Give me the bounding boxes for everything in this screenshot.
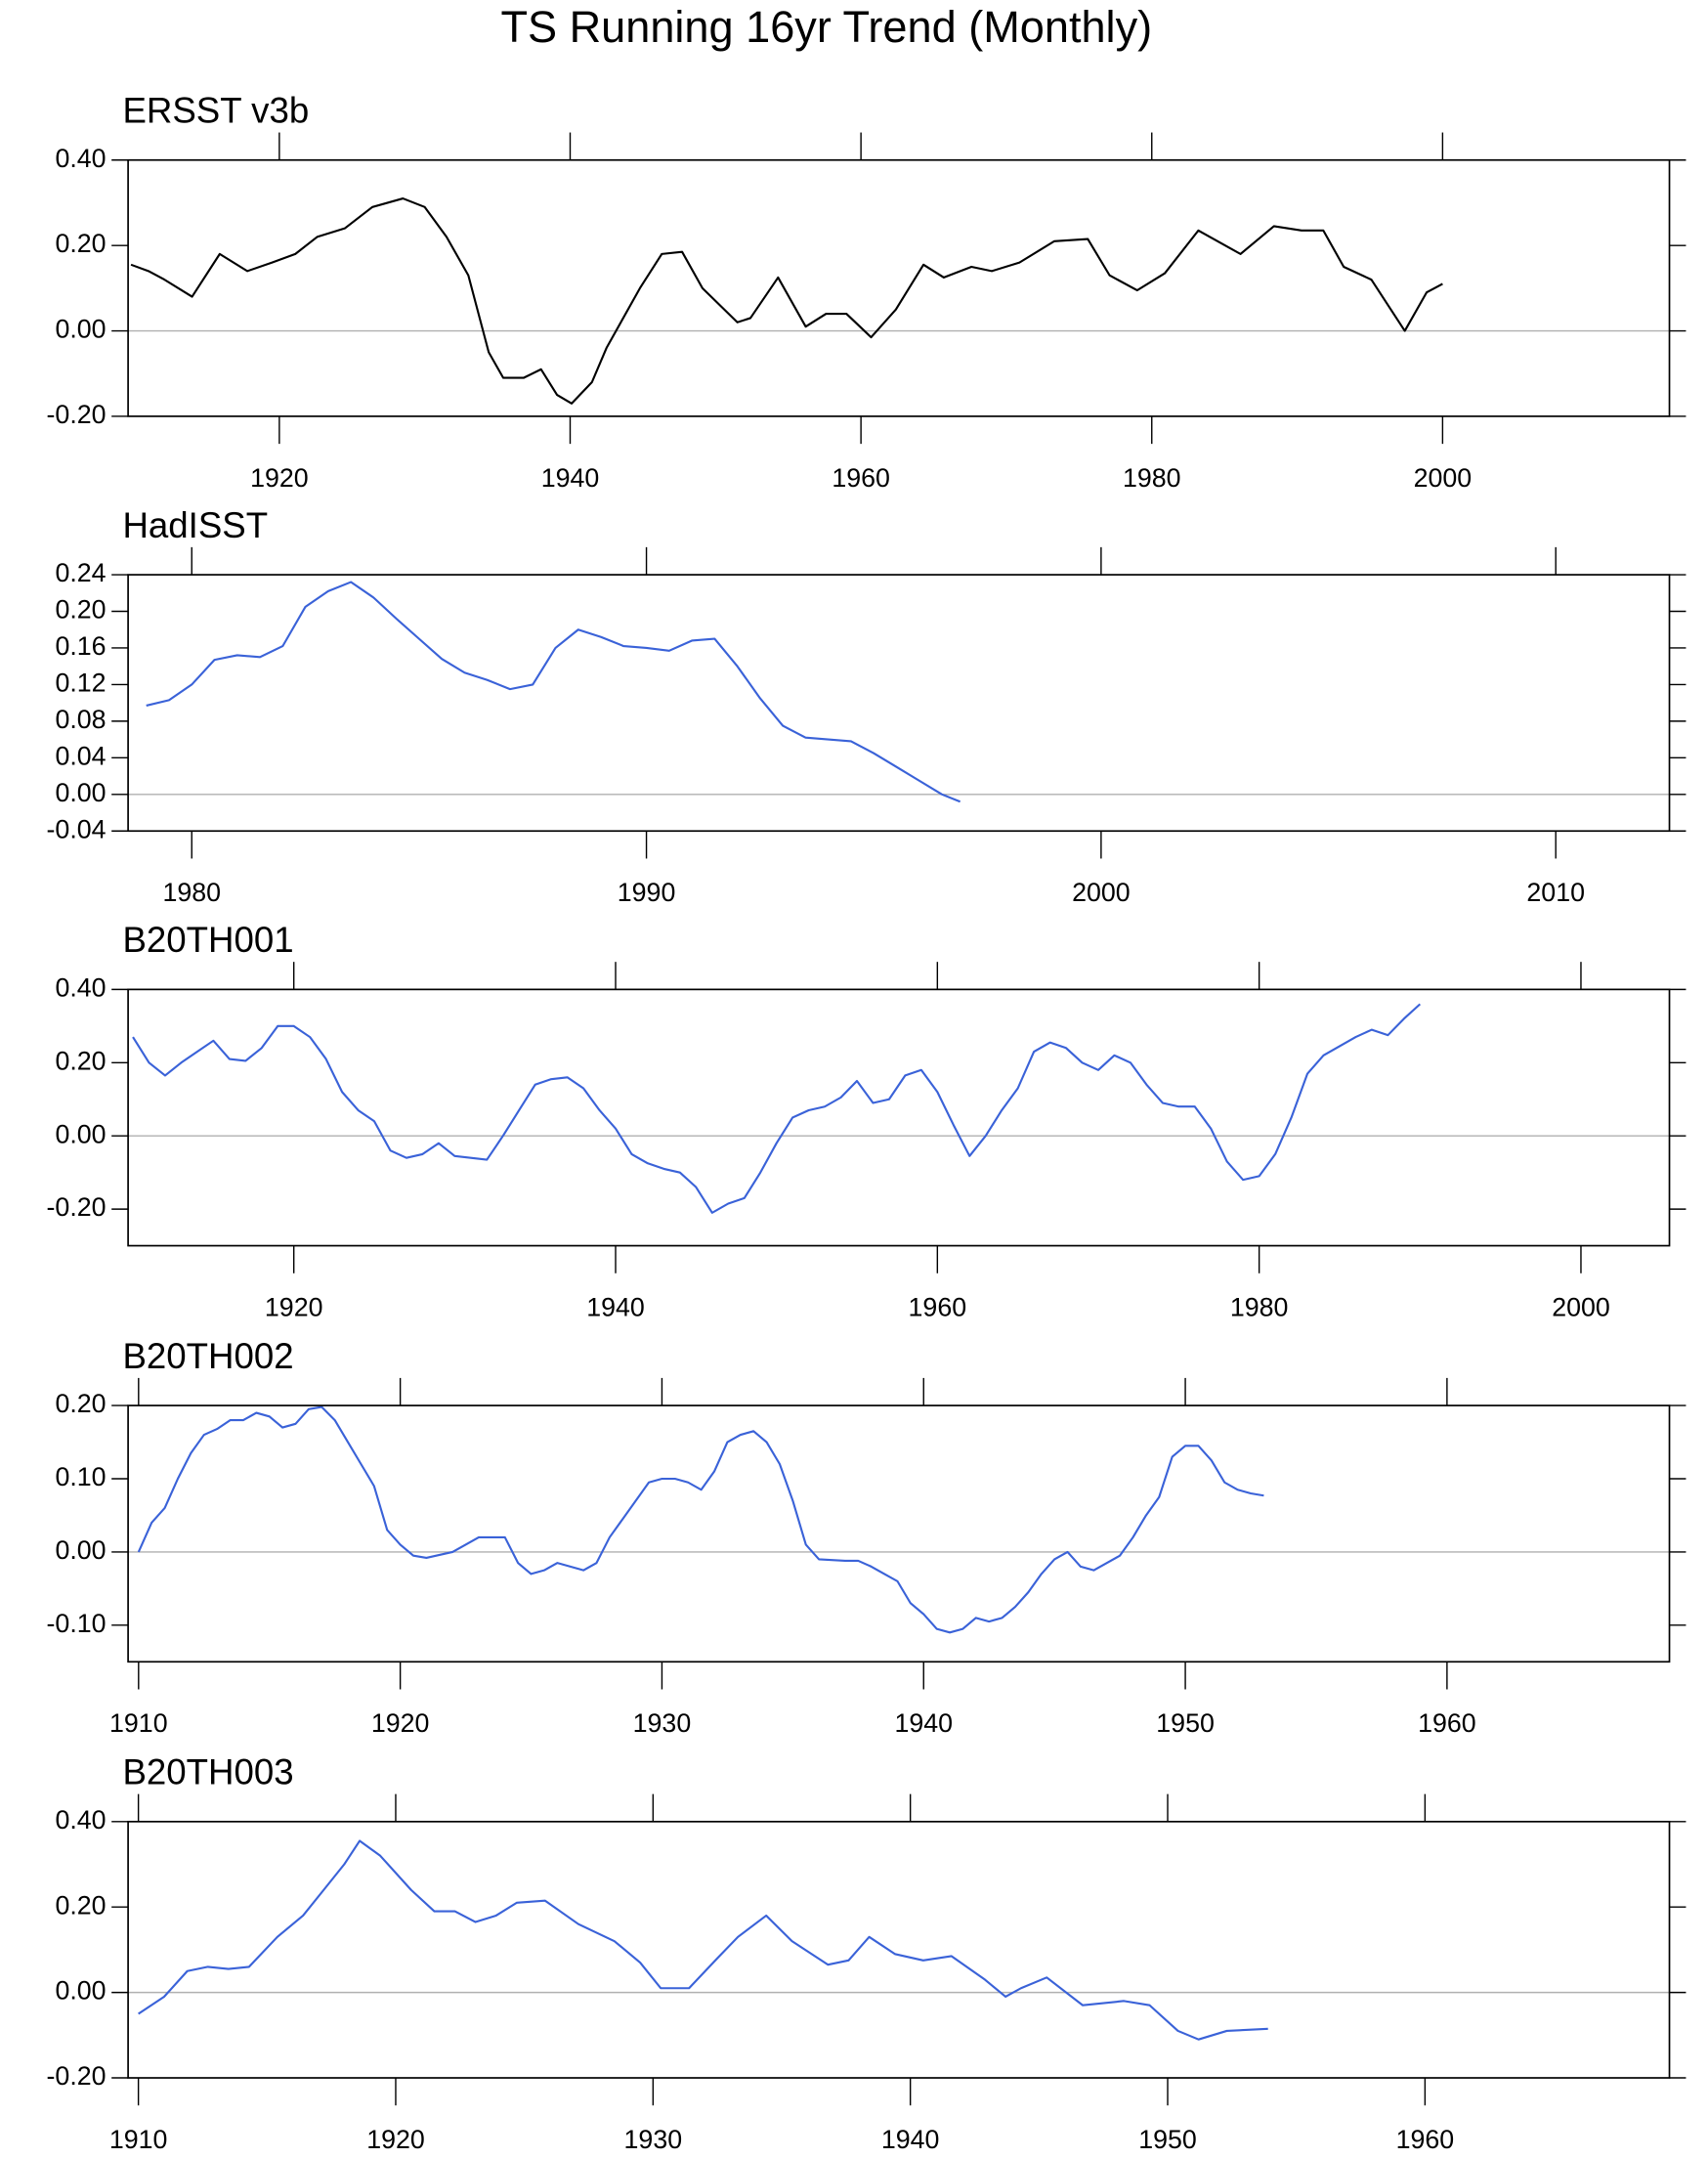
- x-tick-label: 2000: [1072, 878, 1131, 907]
- y-tick-label: 0.24: [55, 558, 106, 587]
- panel-title: ERSST v3b: [122, 91, 309, 131]
- y-tick-label: 0.12: [55, 669, 106, 698]
- data-line: [132, 1003, 1422, 1214]
- y-tick-label: 0.00: [55, 778, 106, 807]
- x-tick-label: 1980: [1230, 1292, 1289, 1321]
- y-tick-label: 0.00: [55, 1976, 106, 2006]
- data-line: [138, 1839, 1268, 2041]
- x-tick-label: 1930: [624, 2125, 683, 2154]
- panel: HadISST -0.04 0.00 0.04 0.08 0.12 0.16 0.20 0.24…: [47, 505, 1687, 907]
- x-tick-label: 2000: [1552, 1292, 1610, 1321]
- x-tick-label: 1940: [894, 1708, 953, 1738]
- panel-title: B20TH002: [122, 1336, 293, 1376]
- x-tick-label: 1940: [586, 1292, 645, 1321]
- x-tick-label: 1960: [1396, 2125, 1455, 2154]
- panel: B20TH003 -0.20 0.00 0.20 0.40 1910 1920 1930 194…: [47, 1752, 1687, 2154]
- y-tick-label: 0.00: [55, 1535, 106, 1565]
- y-tick-label: 0.04: [55, 741, 106, 770]
- x-tick-label: 2010: [1526, 878, 1585, 907]
- x-tick-label: 1940: [881, 2125, 940, 2154]
- x-tick-label: 1980: [1123, 463, 1181, 493]
- x-tick-label: 1950: [1156, 1708, 1215, 1738]
- panel-title: B20TH003: [122, 1752, 293, 1792]
- y-tick-label: -0.20: [47, 1192, 107, 1222]
- x-tick-label: 1920: [371, 1708, 430, 1738]
- panel: B20TH001 -0.20 0.00 0.20 0.40 1920 1940 1960 198…: [47, 920, 1687, 1321]
- y-tick-label: 0.40: [55, 144, 106, 173]
- y-tick-label: 0.20: [55, 1890, 106, 1920]
- y-tick-label: 0.00: [55, 315, 106, 344]
- plot-frame: [127, 574, 1671, 833]
- data-line: [130, 197, 1443, 405]
- x-tick-label: 1910: [109, 1708, 168, 1738]
- chart-title: TS Running 16yr Trend (Monthly): [500, 2, 1152, 52]
- x-tick-label: 1910: [109, 2125, 168, 2154]
- plot-frame: [127, 1404, 1671, 1663]
- y-tick-label: 0.16: [55, 631, 106, 661]
- y-tick-label: -0.20: [47, 400, 107, 429]
- x-tick-label: 1960: [1418, 1708, 1476, 1738]
- x-tick-label: 1990: [618, 878, 676, 907]
- y-tick-label: 0.20: [55, 1389, 106, 1418]
- x-tick-label: 1920: [250, 463, 309, 493]
- plot-frame: [127, 988, 1671, 1247]
- panel-title: HadISST: [122, 505, 268, 545]
- y-tick-label: 0.40: [55, 1805, 106, 1834]
- x-tick-label: 1950: [1138, 2125, 1197, 2154]
- y-tick-label: -0.10: [47, 1609, 107, 1638]
- panel: B20TH002 -0.10 0.00 0.10 0.20 1910 1920 1930 194…: [47, 1336, 1687, 1738]
- y-tick-label: -0.04: [47, 814, 107, 843]
- data-line: [137, 1405, 1264, 1634]
- x-tick-label: 2000: [1414, 463, 1473, 493]
- y-tick-label: -0.20: [47, 2061, 107, 2091]
- y-tick-label: 0.20: [55, 229, 106, 258]
- y-tick-label: 0.00: [55, 1119, 106, 1148]
- y-tick-label: 0.40: [55, 972, 106, 1002]
- x-tick-label: 1920: [265, 1292, 323, 1321]
- x-tick-label: 1960: [832, 463, 890, 493]
- data-line: [146, 581, 961, 803]
- plot-frame: [127, 1820, 1671, 2079]
- y-tick-label: 0.10: [55, 1462, 106, 1491]
- x-tick-label: 1940: [541, 463, 600, 493]
- plot-frame: [127, 158, 1671, 417]
- panel: ERSST v3b -0.20 0.00 0.20 0.40 1920 1940 1960 19…: [47, 91, 1687, 493]
- x-tick-label: 1930: [633, 1708, 692, 1738]
- y-tick-label: 0.08: [55, 705, 106, 734]
- y-tick-label: 0.20: [55, 1046, 106, 1075]
- panel-title: B20TH001: [122, 920, 293, 960]
- y-tick-label: 0.20: [55, 595, 106, 625]
- x-tick-label: 1920: [366, 2125, 425, 2154]
- x-tick-label: 1960: [909, 1292, 967, 1321]
- x-tick-label: 1980: [162, 878, 221, 907]
